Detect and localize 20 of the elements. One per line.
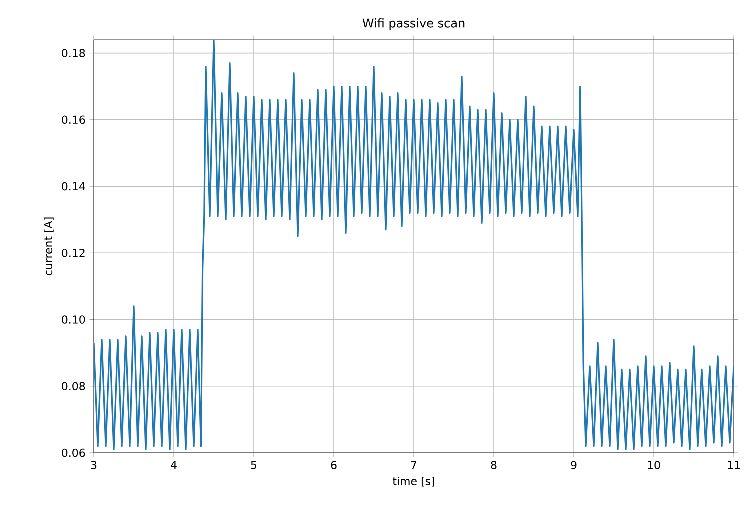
y-tick-label: 0.08	[62, 382, 86, 391]
x-tick-label: 6	[331, 461, 337, 470]
x-tick-label: 5	[251, 461, 257, 470]
y-tick-label: 0.18	[62, 49, 86, 58]
x-axis-title: time [s]	[392, 476, 434, 487]
y-tick-label: 0.12	[62, 248, 85, 258]
x-tick-label: 4	[171, 461, 177, 470]
x-tick-label: 7	[411, 461, 417, 470]
x-tick-label: 9	[571, 461, 577, 470]
y-tick-label: 0.06	[62, 448, 86, 458]
chart-title: Wifi passive scan	[362, 18, 465, 30]
x-tick-label: 3	[91, 461, 97, 470]
x-tick-label: 8	[491, 461, 497, 470]
x-tick-label: 11	[728, 461, 740, 470]
y-axis-title: current [A]	[44, 218, 54, 276]
y-tick-label: 0.14	[62, 182, 86, 191]
y-tick-label: 0.10	[62, 316, 86, 324]
y-tick-label: 0.16	[62, 116, 86, 124]
x-tick-label: 10	[648, 461, 660, 470]
line-series	[94, 40, 734, 450]
